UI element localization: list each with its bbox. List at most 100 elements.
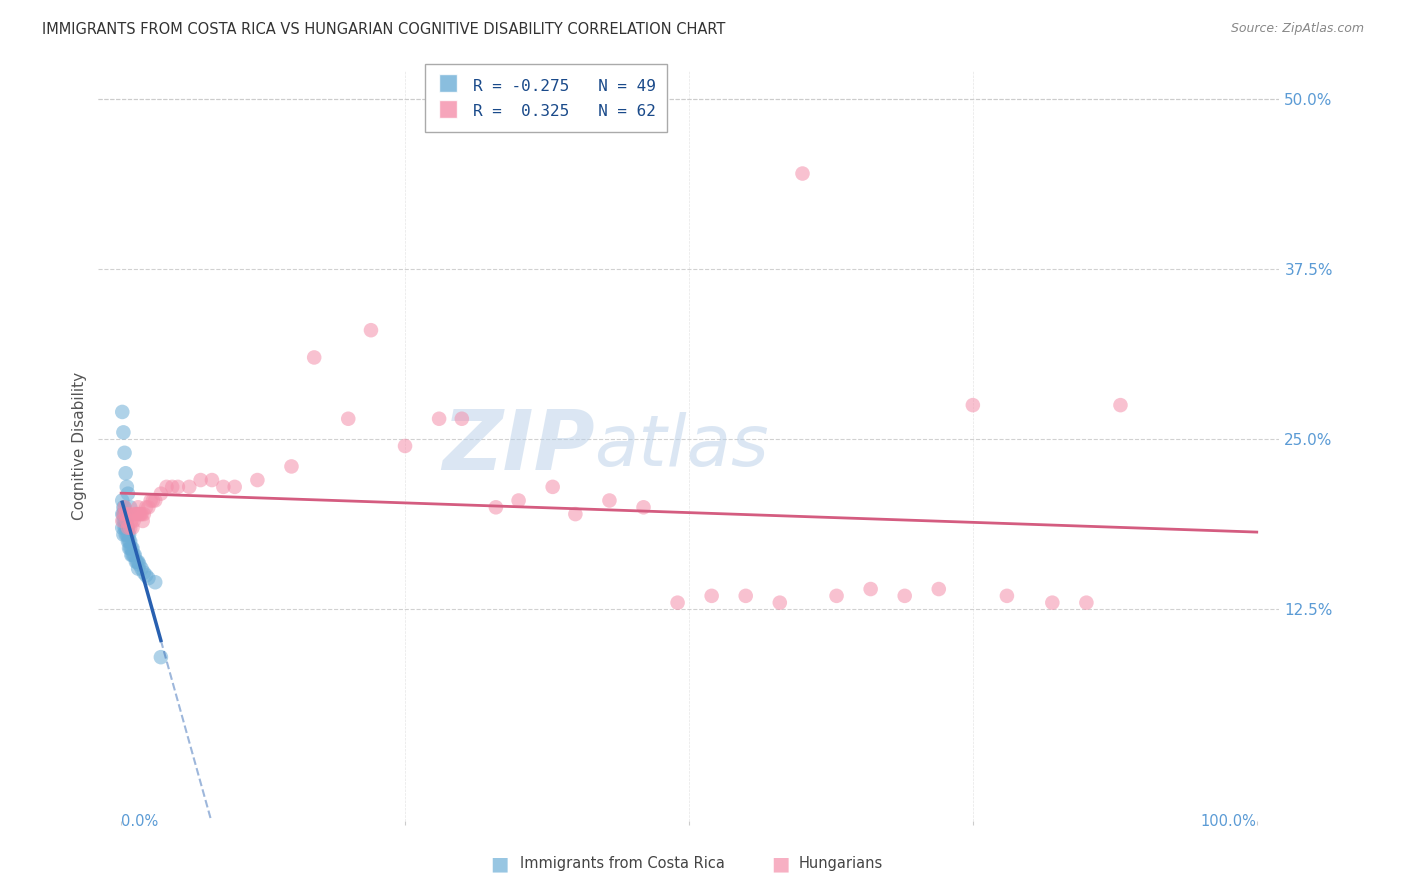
Point xyxy=(162,480,183,494)
Point xyxy=(115,521,138,535)
Text: ■: ■ xyxy=(770,854,790,873)
Point xyxy=(893,589,915,603)
Point xyxy=(125,555,148,569)
Point xyxy=(114,514,136,528)
Point xyxy=(201,473,224,487)
Point xyxy=(138,571,160,585)
Text: IMMIGRANTS FROM COSTA RICA VS HUNGARIAN COGNITIVE DISABILITY CORRELATION CHART: IMMIGRANTS FROM COSTA RICA VS HUNGARIAN … xyxy=(42,22,725,37)
Point xyxy=(825,589,848,603)
Point xyxy=(962,398,984,412)
Point xyxy=(112,507,135,521)
Point xyxy=(120,541,142,556)
Point xyxy=(124,548,146,562)
Point xyxy=(117,534,139,549)
Legend: R = -0.275   N = 49, R =  0.325   N = 62: R = -0.275 N = 49, R = 0.325 N = 62 xyxy=(425,64,668,132)
Point xyxy=(120,514,142,528)
Point xyxy=(122,514,145,528)
Point xyxy=(127,500,149,515)
Point xyxy=(112,425,135,440)
Point xyxy=(224,480,246,494)
Text: Immigrants from Costa Rica: Immigrants from Costa Rica xyxy=(520,856,725,871)
Point xyxy=(114,446,136,460)
Point xyxy=(128,507,150,521)
Text: Hungarians: Hungarians xyxy=(799,856,883,871)
Point xyxy=(114,507,136,521)
Point xyxy=(666,596,689,610)
Point xyxy=(179,480,201,494)
Point xyxy=(115,527,138,541)
Point xyxy=(859,582,882,596)
Point xyxy=(122,548,145,562)
Point xyxy=(132,507,155,521)
Point xyxy=(115,514,138,528)
Point xyxy=(121,548,143,562)
Point xyxy=(1076,596,1098,610)
Point xyxy=(118,507,141,521)
Text: 0.0%: 0.0% xyxy=(121,814,159,829)
Point xyxy=(111,507,134,521)
Point xyxy=(302,351,325,365)
Point xyxy=(633,500,655,515)
Point xyxy=(114,467,136,481)
Point xyxy=(117,521,139,535)
Point xyxy=(114,500,136,515)
Text: ■: ■ xyxy=(489,854,509,873)
Point xyxy=(734,589,756,603)
Point xyxy=(117,521,139,535)
Point xyxy=(280,459,302,474)
Point xyxy=(127,555,149,569)
Point xyxy=(112,514,135,528)
Point xyxy=(508,493,530,508)
Point xyxy=(564,507,586,521)
Point xyxy=(212,480,235,494)
Point xyxy=(117,486,139,500)
Point xyxy=(995,589,1018,603)
Point xyxy=(118,541,141,556)
Point xyxy=(485,500,508,515)
Point xyxy=(114,500,136,515)
Point xyxy=(427,411,450,425)
Point xyxy=(167,480,190,494)
Point xyxy=(120,500,142,515)
Point xyxy=(115,480,138,494)
Point xyxy=(131,507,153,521)
Point xyxy=(337,411,360,425)
Point xyxy=(155,480,177,494)
Point xyxy=(125,555,148,569)
Point xyxy=(118,534,141,549)
Point xyxy=(190,473,212,487)
Point xyxy=(246,473,269,487)
Point xyxy=(143,493,166,508)
Point xyxy=(112,500,135,515)
Point xyxy=(1040,596,1063,610)
Point xyxy=(112,527,135,541)
Point xyxy=(928,582,950,596)
Point xyxy=(769,596,792,610)
Text: Source: ZipAtlas.com: Source: ZipAtlas.com xyxy=(1230,22,1364,36)
Point xyxy=(121,521,143,535)
Text: 100.0%: 100.0% xyxy=(1201,814,1257,829)
Point xyxy=(143,575,166,590)
Point xyxy=(121,541,143,556)
Point xyxy=(132,514,155,528)
Point xyxy=(115,521,138,535)
Point xyxy=(132,566,155,580)
Point xyxy=(120,521,142,535)
Point xyxy=(112,507,135,521)
Point xyxy=(792,167,814,181)
Point xyxy=(127,561,149,575)
Point xyxy=(114,521,136,535)
Point xyxy=(1109,398,1132,412)
Point xyxy=(394,439,416,453)
Point xyxy=(135,500,157,515)
Point xyxy=(114,514,136,528)
Point xyxy=(120,541,142,556)
Point xyxy=(541,480,564,494)
Point xyxy=(111,514,134,528)
Point xyxy=(117,527,139,541)
Text: atlas: atlas xyxy=(595,411,769,481)
Point xyxy=(450,411,472,425)
Point xyxy=(124,507,146,521)
Point xyxy=(114,507,136,521)
Point xyxy=(149,650,172,665)
